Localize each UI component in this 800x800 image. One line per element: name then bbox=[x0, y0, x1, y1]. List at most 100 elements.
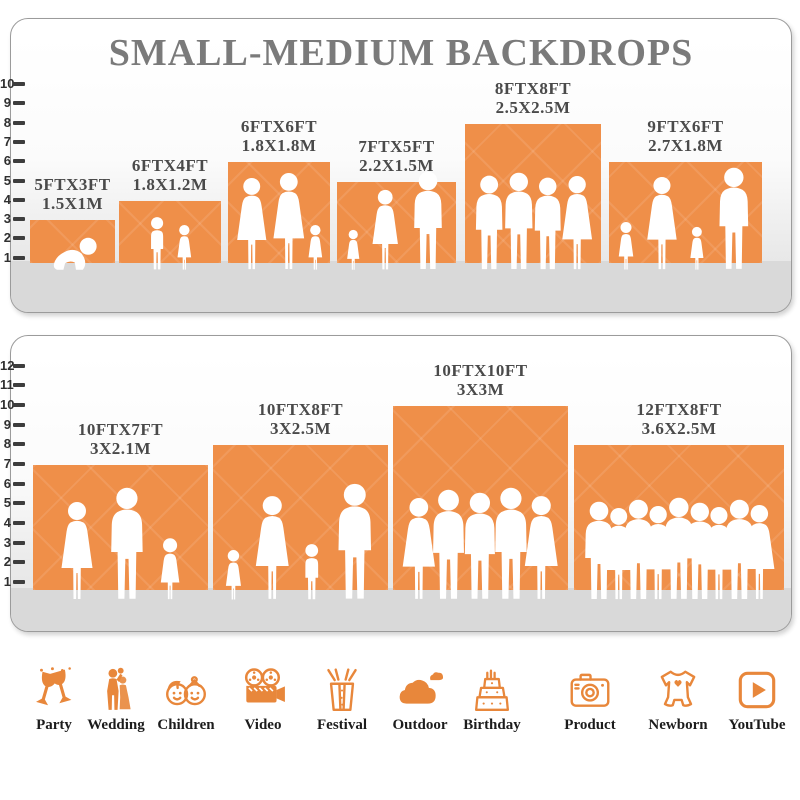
category-label: Product bbox=[564, 717, 616, 733]
people-silhouettes bbox=[33, 487, 208, 601]
backdrop-size-label: 8FTX8FT 2.5X2.5M bbox=[495, 79, 571, 117]
page-title: SMALL-MEDIUM BACKDROPS bbox=[108, 32, 694, 74]
category-newborn: Newborn bbox=[640, 666, 716, 734]
backdrop-size-m: 3X2.1M bbox=[89, 438, 152, 458]
backdrop-size-m: 1.8X1.8M bbox=[241, 136, 317, 156]
birthday-icon bbox=[468, 666, 516, 714]
category-children: Children bbox=[148, 666, 224, 734]
people-silhouettes bbox=[393, 487, 568, 601]
backdrop-size-ft: 8FTX8FT bbox=[494, 78, 572, 98]
category-label: Video bbox=[244, 717, 282, 733]
category-birthday: Birthday bbox=[454, 666, 530, 734]
woman-silhouette bbox=[232, 177, 271, 271]
backdrop-size-ft: 5FTX3FT bbox=[34, 175, 111, 195]
panel-medium-backdrops: 10FTX7FT 3X2.1M 10FTX8FT 3X2.5M 10FTX10FT 3X3… bbox=[10, 335, 792, 632]
backdrop-size-label: 6FTX6FT 1.8X1.8M bbox=[241, 117, 317, 155]
people-silhouettes bbox=[609, 167, 762, 271]
category-label: YouTube bbox=[728, 717, 786, 733]
backdrop-size-m: 3X3M bbox=[456, 380, 505, 399]
backdrop-size-m: 3.6X2.5M bbox=[641, 419, 717, 439]
backdrop-rect bbox=[119, 200, 221, 263]
woman-silhouette bbox=[268, 172, 310, 271]
people-silhouettes bbox=[119, 216, 221, 271]
girl-silhouette bbox=[344, 229, 362, 271]
backdrop-size-ft: 6FTX6FT bbox=[240, 117, 318, 137]
girl-silhouette bbox=[305, 224, 326, 271]
category-label: Festival bbox=[317, 717, 367, 733]
category-label: Party bbox=[36, 717, 72, 733]
category-product: Product bbox=[552, 666, 628, 734]
backdrop-size-label: 10FTX8FT 3X2.5M bbox=[258, 400, 343, 438]
newborn-icon bbox=[654, 666, 702, 714]
category-label: Birthday bbox=[463, 717, 521, 733]
people-silhouettes bbox=[337, 171, 456, 271]
backdrop-size-label: 12FTX8FT 3.6X2.5M bbox=[636, 400, 721, 438]
youtube-icon bbox=[733, 666, 781, 714]
video-icon bbox=[239, 666, 287, 714]
category-label: Outdoor bbox=[392, 717, 448, 733]
backdrop-rect bbox=[30, 220, 115, 263]
category-label: Newborn bbox=[648, 717, 708, 733]
backdrop-size-ft: 7FTX5FT bbox=[358, 136, 435, 156]
panel-small-backdrops: SMALL-MEDIUM BACKDROPS 5FTX3FT 1.5X1M 6FTX… bbox=[10, 18, 792, 313]
girl-silhouette bbox=[615, 221, 637, 271]
backdrop-size-label: 9FTX6FT 2.7X1.8M bbox=[647, 117, 723, 155]
festival-icon bbox=[318, 666, 366, 714]
backdrop-size-m: 1.8X1.2M bbox=[132, 174, 208, 194]
backdrop-size-ft: 10FTX7FT bbox=[77, 419, 164, 439]
people-silhouettes bbox=[574, 497, 784, 601]
man-silhouette bbox=[407, 171, 449, 271]
baby-silhouette bbox=[46, 237, 99, 271]
boy-silhouette bbox=[145, 216, 169, 271]
people-silhouettes bbox=[465, 172, 601, 271]
woman-silhouette bbox=[642, 176, 682, 271]
girl-silhouette bbox=[222, 549, 245, 601]
backdrop-size-ft: 10FTX10FT bbox=[433, 361, 528, 380]
backdrop-size-m: 2.5X2.5M bbox=[495, 97, 571, 117]
people-silhouettes bbox=[30, 237, 115, 271]
backdrop-size-label: 6FTX4FT 1.8X1.2M bbox=[132, 156, 208, 194]
people-silhouettes bbox=[213, 483, 388, 601]
category-wedding: Wedding bbox=[78, 666, 154, 734]
backdrop-size-label: 10FTX7FT 3X2.1M bbox=[78, 420, 163, 458]
backdrop-size-m: 1.5X1M bbox=[41, 194, 104, 214]
backdrop-size-ft: 12FTX8FT bbox=[636, 400, 722, 420]
girl-silhouette bbox=[174, 224, 195, 271]
backdrop-size-m: 2.7X1.8M bbox=[648, 136, 723, 156]
woman-silhouette bbox=[250, 495, 295, 601]
category-label: Children bbox=[157, 717, 215, 733]
category-festival: Festival bbox=[304, 666, 380, 734]
woman-silhouette bbox=[368, 189, 402, 271]
outdoor-icon bbox=[396, 666, 444, 714]
girl-silhouette bbox=[687, 226, 707, 271]
woman-silhouette bbox=[519, 495, 564, 601]
category-icons-row: Party Wedding Children Video Festival Outdoor… bbox=[0, 666, 800, 758]
product-icon bbox=[566, 666, 614, 714]
backdrop-size-label: 10FTX10FT 3X3M bbox=[433, 361, 527, 399]
woman-silhouette bbox=[739, 504, 780, 601]
backdrop-size-label: 5FTX3FT 1.5X1M bbox=[34, 175, 110, 213]
backdrop-size-ft: 9FTX6FT bbox=[647, 117, 724, 137]
category-outdoor: Outdoor bbox=[382, 666, 458, 734]
category-video: Video bbox=[225, 666, 301, 734]
people-silhouettes bbox=[228, 172, 330, 271]
backdrop-size-ft: 10FTX8FT bbox=[257, 400, 344, 420]
floor-strip bbox=[11, 261, 791, 312]
party-icon bbox=[30, 666, 78, 714]
category-youtube: YouTube bbox=[719, 666, 795, 734]
backdrop-size-m: 3X2.5M bbox=[269, 419, 332, 439]
children-icon bbox=[162, 666, 210, 714]
wedding-icon bbox=[92, 666, 140, 714]
backdrop-size-ft: 6FTX4FT bbox=[131, 155, 209, 175]
category-party: Party bbox=[16, 666, 92, 734]
woman-silhouette bbox=[56, 501, 98, 601]
man-silhouette bbox=[330, 483, 380, 601]
woman-silhouette bbox=[557, 175, 597, 271]
category-label: Wedding bbox=[87, 717, 145, 733]
boy-silhouette bbox=[299, 543, 325, 601]
backdrop-size-label: 7FTX5FT 2.2X1.5M bbox=[358, 137, 434, 175]
man-silhouette bbox=[103, 487, 151, 601]
backdrop-size-m: 2.2X1.5M bbox=[359, 155, 434, 175]
man-silhouette bbox=[712, 167, 756, 271]
girl-silhouette bbox=[156, 537, 184, 601]
